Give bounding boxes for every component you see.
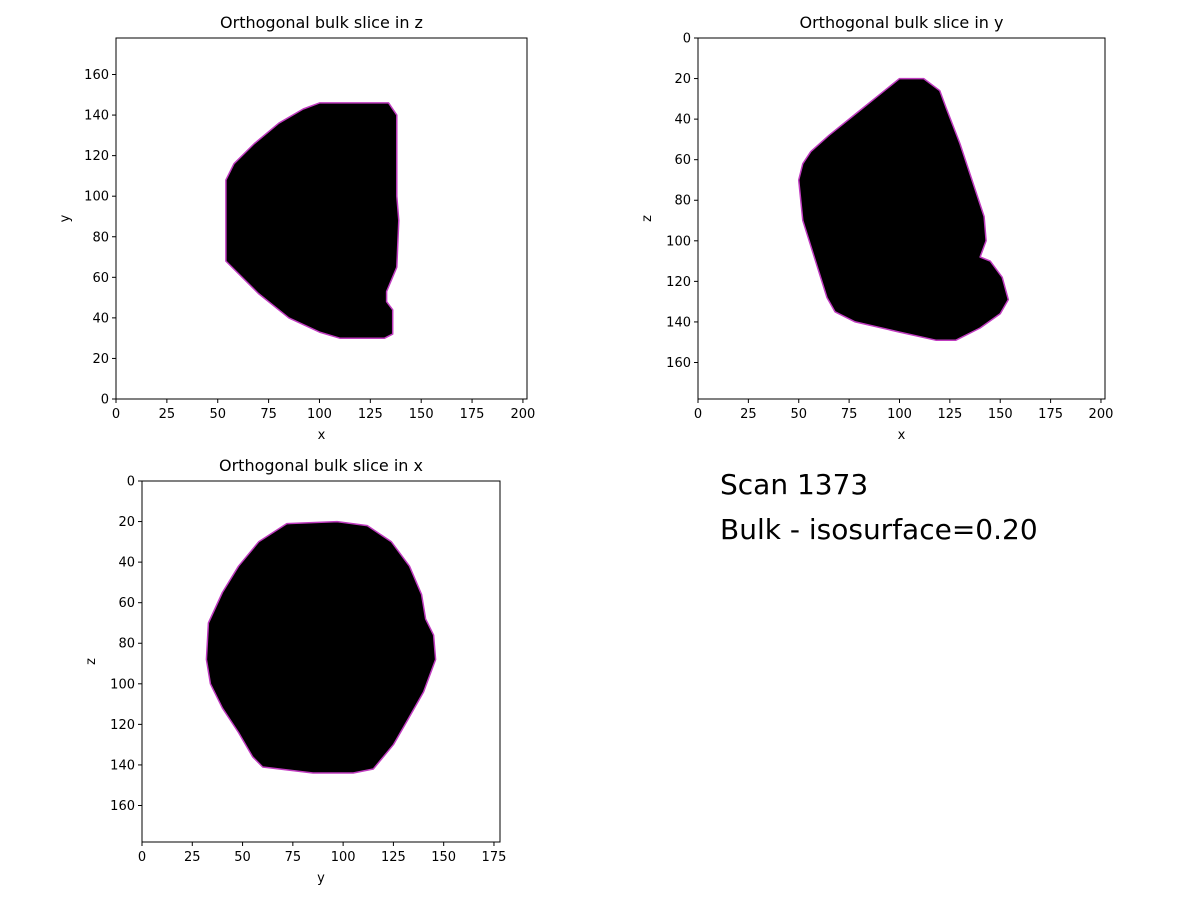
slice-y-y-tick-label: 140 bbox=[666, 315, 691, 330]
slice-y-bulk-shape bbox=[797, 77, 1010, 341]
slice-x-y-tick-label: 20 bbox=[118, 515, 135, 530]
slice-x-bulk-shape bbox=[205, 520, 437, 774]
slice-x-y-tick-label: 40 bbox=[118, 556, 135, 571]
slice-z-x-tick-label: 25 bbox=[159, 407, 176, 422]
slice-x-x-tick-label: 125 bbox=[381, 850, 406, 865]
slice-x-axes-frame bbox=[141, 480, 501, 843]
slice-y-x-tick-label: 200 bbox=[1089, 407, 1114, 422]
slice-z-bulk-shape bbox=[225, 102, 400, 339]
slice-y-y-tick-label: 20 bbox=[674, 72, 691, 87]
slice-y-x-tick-label: 0 bbox=[694, 407, 702, 422]
slice-y-y-tick-label: 80 bbox=[674, 194, 691, 209]
slice-z-y-tick-label: 0 bbox=[101, 393, 109, 408]
slice-z-y-tick-label: 40 bbox=[92, 311, 109, 326]
slice-y-x-tick-label: 175 bbox=[1038, 407, 1063, 422]
slice-x-y-tick-label: 140 bbox=[110, 758, 135, 773]
slice-x-y-tick-label: 0 bbox=[127, 475, 135, 490]
slice-y-x-tick-label: 150 bbox=[988, 407, 1013, 422]
slice-z-xlabel: x bbox=[318, 428, 326, 443]
slice-x-x-tick-label: 50 bbox=[234, 850, 251, 865]
slice-x-x-tick-label: 25 bbox=[184, 850, 201, 865]
slice-y-x-tick-label: 50 bbox=[790, 407, 807, 422]
slice-x-y-tick-label: 100 bbox=[110, 677, 135, 692]
slice-y-xlabel: x bbox=[898, 428, 906, 443]
slice-z-y-tick-label: 100 bbox=[84, 190, 109, 205]
slice-z-x-tick-label: 150 bbox=[409, 407, 434, 422]
slice-x-panel: Orthogonal bulk slice in x 0 25 50 75 100 125 1… bbox=[84, 456, 506, 886]
slice-x-y-tick-label: 160 bbox=[110, 799, 135, 814]
slice-y-ylabel: z bbox=[640, 215, 655, 222]
slice-z-y-tick-label: 120 bbox=[84, 149, 109, 164]
slice-x-x-tick-label: 75 bbox=[285, 850, 302, 865]
slice-y-x-tick-label: 25 bbox=[740, 407, 757, 422]
slice-z-y-tick-label: 140 bbox=[84, 109, 109, 124]
slice-y-x-tick-label: 100 bbox=[887, 407, 912, 422]
bulk-isosurface-label: Bulk - isosurface=0.20 bbox=[720, 513, 1038, 546]
slice-z-x-tick-label: 125 bbox=[358, 407, 383, 422]
slice-z-y-tick-label: 80 bbox=[92, 230, 109, 245]
slice-y-axes-frame bbox=[697, 37, 1106, 400]
slice-y-y-tick-label: 100 bbox=[666, 234, 691, 249]
slice-x-ylabel: z bbox=[84, 658, 99, 665]
slice-z-panel: Orthogonal bulk slice in z 0 25 50 75 100 125 1… bbox=[58, 13, 535, 443]
slice-y-y-tick-label: 120 bbox=[666, 275, 691, 290]
slice-z-y-tick-label: 20 bbox=[92, 352, 109, 367]
slice-z-y-tick-label: 160 bbox=[84, 68, 109, 83]
slice-z-x-tick-label: 50 bbox=[209, 407, 226, 422]
slice-y-y-tick-label: 160 bbox=[666, 356, 691, 371]
slice-x-y-tick-label: 80 bbox=[118, 637, 135, 652]
slice-z-x-tick-label: 0 bbox=[112, 407, 120, 422]
slice-y-title: Orthogonal bulk slice in y bbox=[800, 13, 1004, 32]
slice-y-y-tick-label: 60 bbox=[674, 153, 691, 168]
slice-x-x-tick-label: 0 bbox=[138, 850, 146, 865]
slice-x-y-tick-label: 60 bbox=[118, 596, 135, 611]
slice-y-y-tick-label: 0 bbox=[683, 32, 691, 47]
slice-y-y-tick-label: 40 bbox=[674, 113, 691, 128]
slice-z-title: Orthogonal bulk slice in z bbox=[220, 13, 423, 32]
slice-z-x-tick-label: 200 bbox=[511, 407, 536, 422]
slice-x-title: Orthogonal bulk slice in x bbox=[219, 456, 423, 475]
slice-x-x-tick-label: 175 bbox=[482, 850, 507, 865]
scan-label: Scan 1373 bbox=[720, 468, 868, 501]
slice-y-panel: Orthogonal bulk slice in y 0 25 50 75 100 125 1… bbox=[640, 13, 1113, 443]
slice-z-axes-frame bbox=[115, 37, 528, 400]
slice-x-y-tick-label: 120 bbox=[110, 718, 135, 733]
slice-x-x-tick-label: 150 bbox=[431, 850, 456, 865]
slice-z-x-tick-label: 175 bbox=[460, 407, 485, 422]
slice-z-x-tick-label: 100 bbox=[307, 407, 332, 422]
slice-x-x-tick-label: 100 bbox=[331, 850, 356, 865]
slice-z-y-tick-label: 60 bbox=[92, 271, 109, 286]
slice-x-xlabel: y bbox=[317, 871, 325, 886]
slice-y-x-tick-label: 125 bbox=[937, 407, 962, 422]
slice-z-ylabel: y bbox=[58, 214, 73, 222]
slice-z-x-tick-label: 75 bbox=[260, 407, 277, 422]
slice-y-x-tick-label: 75 bbox=[841, 407, 858, 422]
